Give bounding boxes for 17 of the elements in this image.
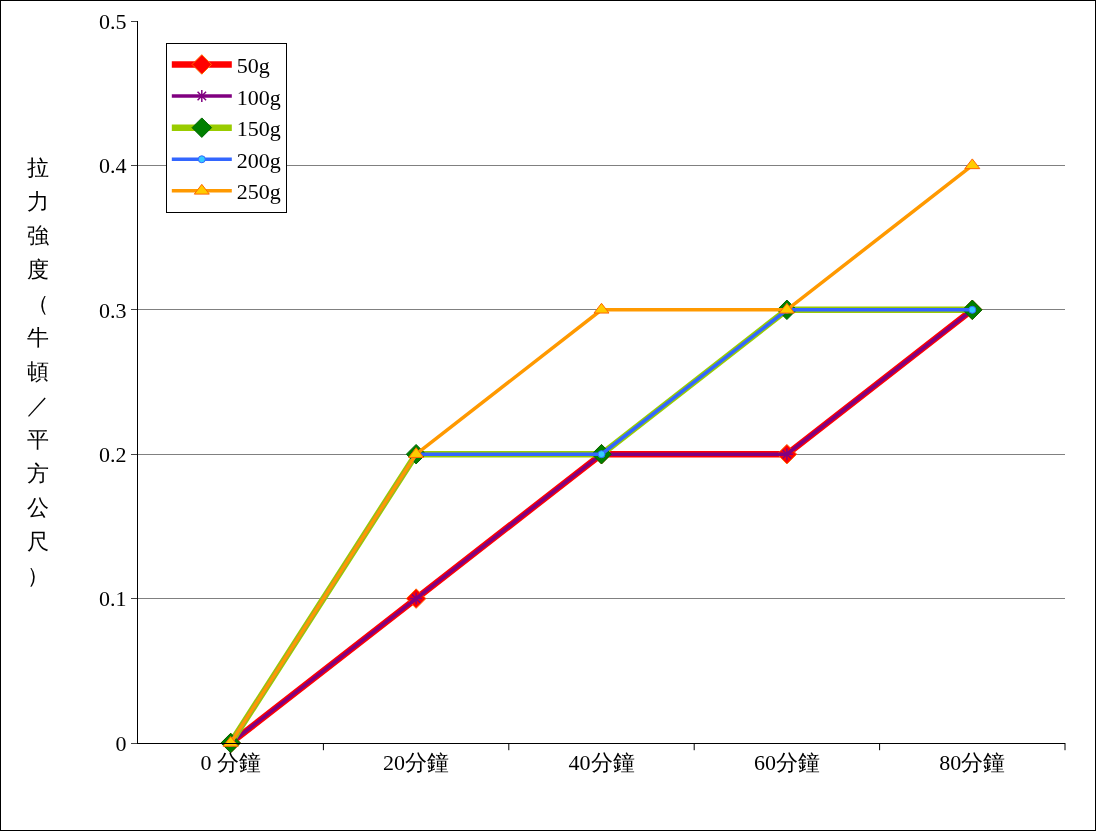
legend-label: 50g xyxy=(236,53,270,79)
legend-label: 100g xyxy=(236,84,281,110)
text: 拉力強度（牛頓／平方公尺） xyxy=(27,155,49,588)
y-tick-label: 0.4 xyxy=(99,153,127,179)
legend-label: 250g xyxy=(236,179,281,205)
y-tick-label: 0 xyxy=(115,730,127,756)
y-tick-label: 0.3 xyxy=(99,297,127,323)
x-tick-label: 0 分鐘 xyxy=(200,750,261,776)
x-tick-label: 80分鐘 xyxy=(939,750,1006,776)
y-tick-label: 0.5 xyxy=(99,8,127,34)
legend-label: 200g xyxy=(236,147,281,173)
x-tick-label: 20分鐘 xyxy=(383,750,450,776)
x-tick-label: 60分鐘 xyxy=(753,750,820,776)
y-tick-label: 0.1 xyxy=(99,586,127,612)
x-tick-label: 40分鐘 xyxy=(568,750,635,776)
legend-label: 150g xyxy=(236,116,281,142)
y-tick-label: 0.2 xyxy=(99,441,127,467)
